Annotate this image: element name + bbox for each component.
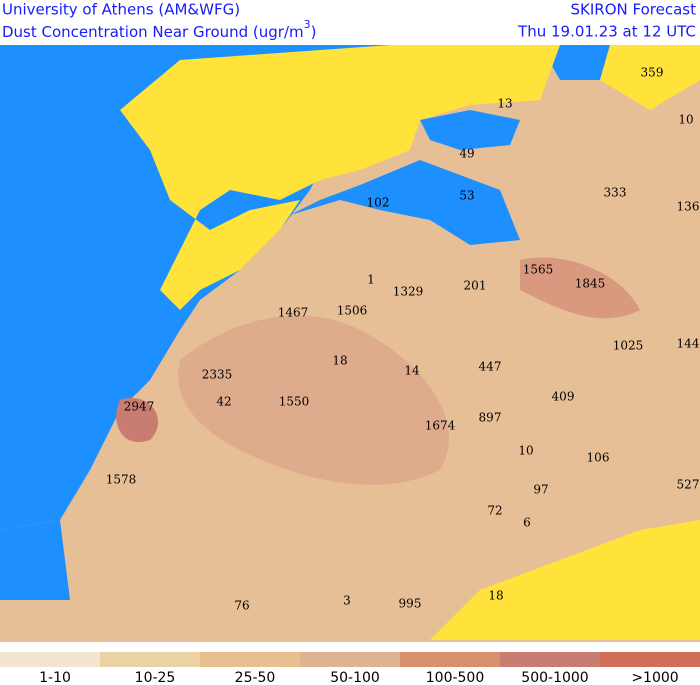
subtitle-text: Dust Concentration Near Ground (ugr/m [2, 23, 304, 41]
map-label: 333 [604, 186, 627, 200]
caspian [540, 45, 610, 80]
map-label: 14 [404, 364, 420, 378]
map-label: 6 [523, 516, 531, 530]
map-label: 144 [677, 337, 700, 351]
header-model: SKIRON Forecast [571, 1, 697, 19]
map-label: 1025 [613, 339, 644, 353]
map-label: 447 [479, 360, 502, 374]
black-sea [420, 110, 520, 150]
dust-core [178, 315, 449, 485]
map-label: 1578 [106, 473, 137, 487]
legend-swatch [500, 652, 600, 667]
map-label: 106 [587, 451, 610, 465]
legend-label: 50-100 [330, 670, 380, 685]
central-africa [430, 520, 700, 640]
mediterranean [290, 160, 520, 245]
map-label: 53 [459, 189, 474, 203]
map-label: 1 [367, 273, 375, 287]
legend-label: 25-50 [235, 670, 276, 685]
map-label: 995 [399, 597, 422, 611]
legend-label: >1000 [631, 670, 678, 685]
map-label: 136 [677, 200, 700, 214]
header-date: Thu 19.01.23 at 12 UTC [517, 23, 696, 41]
legend: 1-10 10-25 25-50 50-100 100-500 500-1000 >1000 [0, 652, 700, 685]
map-label: 18 [332, 354, 347, 368]
map-label: 10 [518, 444, 533, 458]
map-label: 76 [234, 599, 249, 613]
map-label: 2335 [202, 368, 233, 382]
map-label: 1845 [575, 277, 606, 291]
map-area [0, 45, 700, 642]
legend-label: 10-25 [135, 670, 176, 685]
map-label: 359 [641, 66, 664, 80]
map-label: 527 [677, 478, 700, 492]
map-label: 409 [552, 390, 575, 404]
subtitle-superscript: 3 [304, 18, 311, 31]
central-asia [600, 45, 700, 110]
legend-label: 500-1000 [521, 670, 588, 685]
map-label: 1550 [279, 395, 310, 409]
map-label: 201 [464, 279, 487, 293]
map-label: 1506 [337, 304, 368, 318]
legend-swatch [300, 652, 400, 667]
map-label: 1674 [425, 419, 456, 433]
map-label: 10 [678, 113, 693, 127]
map-label: 897 [479, 411, 502, 425]
map-label: 1565 [523, 263, 554, 277]
map-label: 13 [497, 97, 512, 111]
dust-core-west [116, 398, 159, 442]
map-label: 97 [533, 483, 548, 497]
subtitle-end: ) [311, 23, 317, 41]
map-label: 42 [216, 395, 231, 409]
map-label: 3 [343, 594, 351, 608]
map-label: 18 [488, 589, 503, 603]
legend-label: 100-500 [426, 670, 485, 685]
header-subtitle: Dust Concentration Near Ground (ugr/m3) [2, 18, 317, 41]
map-label: 72 [487, 504, 502, 518]
legend-swatch [400, 652, 500, 667]
map-label: 2947 [124, 400, 155, 414]
header-title: University of Athens (AM&WFG) [2, 1, 240, 19]
map-label: 49 [459, 147, 474, 161]
map-label: 102 [367, 196, 390, 210]
legend-swatch [600, 652, 700, 667]
map-label: 1329 [393, 285, 424, 299]
gulf [0, 520, 70, 600]
legend-swatch [100, 652, 200, 667]
legend-swatch [200, 652, 300, 667]
map-label: 1467 [278, 306, 309, 320]
legend-label: 1-10 [39, 670, 71, 685]
europe [120, 45, 560, 310]
dust-core-east [520, 257, 640, 319]
legend-swatch [0, 652, 100, 667]
